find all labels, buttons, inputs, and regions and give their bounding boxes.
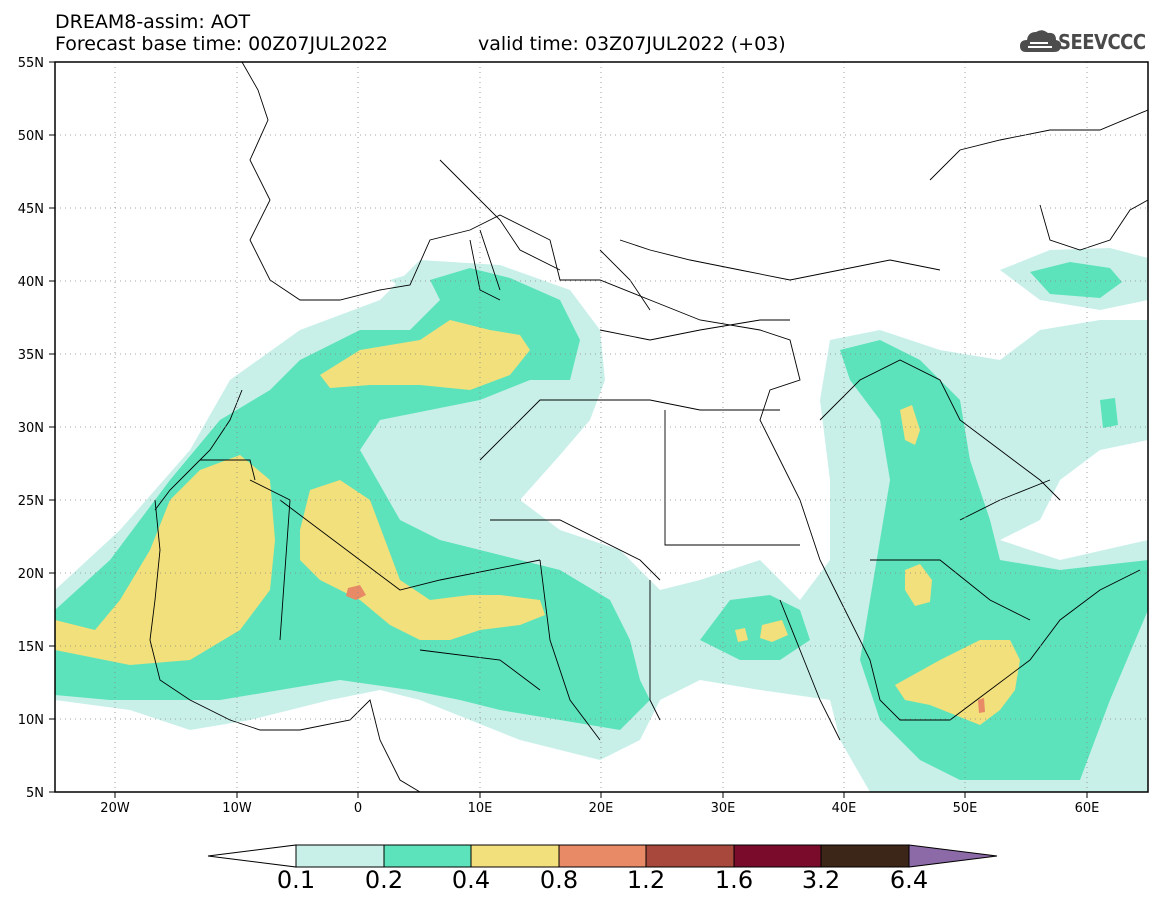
lon-label: 10W [222,801,252,816]
aot-field [55,248,1148,792]
lat-labels: 55N 50N 45N 40N 35N 30N 25N 20N 15N 10N … [18,56,44,801]
lat-label: 25N [18,494,44,509]
lon-label: 20E [589,801,614,816]
lon-label: 20W [100,801,130,816]
colorbar-swatch [470,844,560,868]
lat-label: 30N [18,421,44,436]
colorbar-swatch [295,844,385,868]
colorbar [207,844,998,868]
lon-label: 10E [468,801,493,816]
colorbar-swatch [558,844,647,868]
lon-labels: 20W 10W 0 10E 20E 30E 40E 50E 60E [100,801,1099,816]
lat-label: 5N [26,786,44,801]
lat-label: 45N [18,202,44,217]
colorbar-arrow-high [908,844,998,868]
lat-label: 20N [18,567,44,582]
valid-time: valid time: 03Z07JUL2022 (+03) [478,33,786,55]
logo-text: SEEVCCC [1058,30,1146,54]
colorbar-swatch [733,844,822,868]
lat-label: 55N [18,56,44,71]
colorbar-labels: 0.1 0.2 0.4 0.8 1.2 1.6 3.2 6.4 [0,866,1165,896]
cloud-icon [1020,30,1062,52]
colorbar-label: 0.1 [276,866,316,894]
lat-label: 15N [18,640,44,655]
lat-label: 10N [18,713,44,728]
colorbar-label: 0.4 [451,866,491,894]
colorbar-label: 1.2 [626,866,666,894]
lon-label: 0 [354,801,362,816]
map-title: DREAM8-assim: AOT [55,11,251,33]
lat-label: 40N [18,275,44,290]
lat-label: 35N [18,348,44,363]
coastlines [149,62,1148,792]
colorbar-swatch [645,844,735,868]
colorbar-swatch [820,844,910,868]
lon-label: 60E [1075,801,1100,816]
colorbar-label: 3.2 [801,866,841,894]
colorbar-swatch [383,844,472,868]
graticule [55,62,1148,792]
lon-label: 40E [832,801,857,816]
colorbar-label: 1.6 [714,866,754,894]
lon-label: 30E [711,801,736,816]
lon-label: 50E [953,801,978,816]
lat-label: 50N [18,129,44,144]
colorbar-arrow-low [207,844,297,868]
axis-ticks [49,61,1088,798]
colorbar-label: 0.8 [539,866,579,894]
forecast-base-time: Forecast base time: 00Z07JUL2022 [55,33,388,55]
colorbar-label: 0.2 [364,866,404,894]
colorbar-label: 6.4 [889,866,929,894]
